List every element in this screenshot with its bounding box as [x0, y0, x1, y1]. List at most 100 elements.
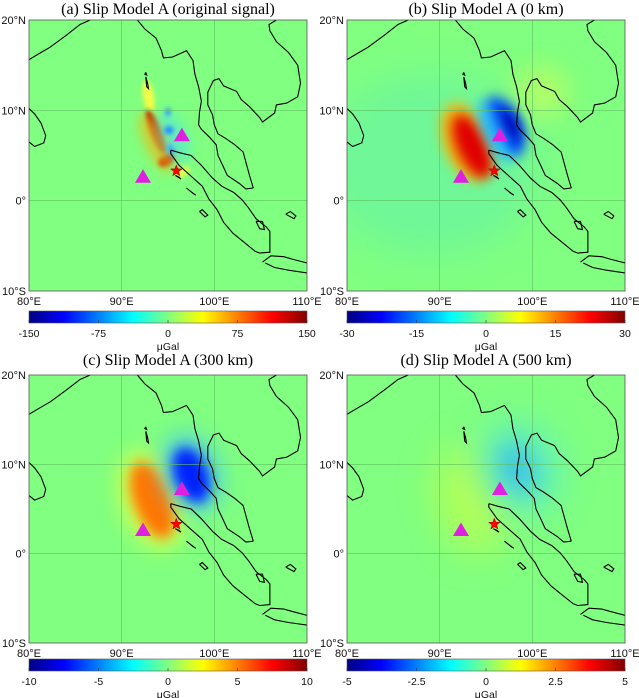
coastline: [29, 20, 91, 61]
colorbar-tick-label: 0: [483, 676, 489, 688]
lat-tick-label: 20°N: [1, 370, 26, 382]
coastline: [145, 431, 150, 445]
station-triangle-icon: [173, 481, 190, 495]
lon-tick-label: 80°E: [17, 648, 41, 660]
colorbar-tick-label: -15: [409, 328, 424, 340]
coastline: [580, 255, 625, 264]
coastline: [463, 431, 468, 445]
station-triangle-icon: [491, 127, 508, 142]
lon-tick-label: 110°E: [292, 296, 321, 308]
panel-title: (d) Slip Model A (500 km): [400, 352, 571, 369]
coastline: [347, 462, 365, 501]
coastline: [573, 220, 584, 231]
coastline: [29, 375, 91, 415]
epicenter-star-icon: [487, 164, 501, 177]
coastline: [517, 208, 527, 218]
coastline: [488, 149, 589, 254]
coastline: [285, 210, 297, 220]
coastline: [144, 426, 148, 431]
coastline: [573, 573, 584, 583]
lat-tick-label: 10°N: [1, 459, 26, 471]
coastline: [493, 528, 500, 533]
colorbar-tick-label: 10: [301, 676, 313, 688]
coastline: [493, 174, 500, 180]
coastline: [347, 375, 409, 415]
map-area: [29, 375, 307, 643]
anomaly-blob: [475, 99, 511, 166]
lon-tick-label: 80°E: [335, 648, 359, 660]
coastline: [454, 20, 572, 190]
colorbar-tick-label: -75: [91, 328, 106, 340]
map-panel-b: (b) Slip Model A (0 km) 20°N 10°N 0° 10°S80°…: [319, 1, 639, 353]
lon-tick-label: 90°E: [110, 648, 134, 660]
lon-tick-label: 100°E: [517, 648, 547, 660]
lon-tick-label: 110°E: [610, 296, 639, 308]
station-triangle-icon: [134, 169, 151, 183]
gravity-anomaly-field: [347, 65, 570, 255]
map-panel-d: (d) Slip Model A (500 km) 20°N 10°N 0° 10°S8…: [319, 352, 639, 698]
colorbar-tick-label: 5: [622, 676, 628, 688]
lat-tick-label: 10°S: [320, 638, 344, 650]
lat-tick-label: 0°: [15, 196, 26, 208]
colorbar-tick-label: 0: [165, 328, 171, 340]
coastline: [462, 72, 466, 77]
colorbar-tick-label: 15: [550, 328, 562, 340]
coastline: [504, 187, 515, 196]
epicenter-star-icon: [169, 517, 183, 530]
colorbar-tick-label: 30: [619, 328, 631, 340]
panel-title: (b) Slip Model A (0 km): [408, 1, 563, 18]
anomaly-blob: [496, 442, 537, 495]
panel-title: (c) Slip Model A (300 km): [83, 352, 253, 369]
lat-tick-label: 10°N: [1, 105, 26, 117]
lat-tick-label: 10°N: [319, 105, 344, 117]
lon-tick-label: 80°E: [335, 296, 359, 308]
coastline: [580, 607, 625, 616]
coastline: [145, 76, 150, 91]
map-area: [347, 20, 625, 291]
colorbar-tick-label: 150: [298, 328, 316, 340]
colorbar-unit-label: μGal: [475, 689, 497, 698]
colorbar-tick-label: -30: [339, 328, 354, 340]
lon-tick-label: 90°E: [110, 296, 134, 308]
colorbar-unit-label: μGal: [157, 341, 179, 353]
coastline: [29, 108, 47, 148]
anomaly-blob: [452, 114, 492, 179]
colorbar-tick-label: -2.5: [407, 676, 425, 688]
coastline: [136, 20, 254, 190]
anomaly-blob: [513, 65, 570, 120]
lat-tick-label: 20°N: [319, 370, 344, 382]
coastline: [255, 220, 266, 231]
map-area: [29, 20, 307, 291]
colorbar-tick-label: 75: [232, 328, 244, 340]
coastline: [144, 72, 148, 77]
map-frame: [28, 374, 308, 644]
coastline: [504, 540, 515, 549]
anomaly-blob: [139, 112, 174, 172]
coastline: [207, 20, 302, 189]
colorbar-tick-label: -10: [21, 676, 36, 688]
colorbar-unit-label: μGal: [157, 689, 179, 698]
coastline: [207, 375, 302, 542]
coastline: [175, 174, 182, 180]
coastline: [525, 20, 620, 189]
coastline: [347, 20, 409, 61]
coastline: [454, 375, 572, 543]
epicenter-star-icon: [169, 164, 183, 177]
colorbar-tick-label: 0: [165, 676, 171, 688]
colorbar-unit-label: μGal: [475, 341, 497, 353]
colorbar-tick-label: 5: [235, 676, 241, 688]
coastline: [603, 210, 615, 220]
coastline: [199, 208, 209, 218]
station-triangle-icon: [173, 127, 190, 142]
panel-title: (a) Slip Model A (original signal): [61, 1, 275, 18]
coastline: [255, 573, 266, 583]
coastline: [262, 255, 307, 264]
coastline: [29, 462, 47, 501]
station-triangle-icon: [452, 169, 469, 183]
lon-tick-label: 110°E: [292, 648, 321, 660]
lon-tick-label: 110°E: [610, 648, 639, 660]
gravity-anomaly-field: [437, 424, 557, 553]
lat-tick-label: 20°N: [1, 15, 26, 27]
map-panel-a: (a) Slip Model A (original signal) 20°N 10…: [1, 1, 321, 353]
anomaly-blob: [155, 112, 190, 163]
